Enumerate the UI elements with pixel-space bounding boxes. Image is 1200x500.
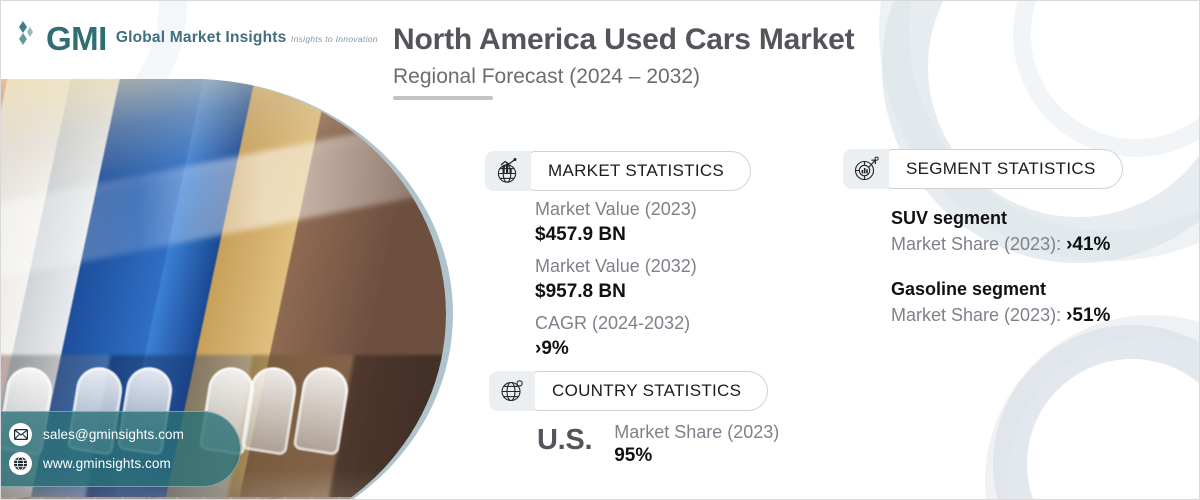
segment-statistics-values: SUV segment Market Share (2023): ›41% Ga… [891, 205, 1110, 346]
country-statistics-chip: COUNTRY STATISTICS [487, 371, 769, 411]
subtitle-underline [393, 96, 493, 100]
market-value-2023-label: Market Value (2023) [535, 199, 697, 219]
gasoline-segment-share: Market Share (2023): ›51% [891, 303, 1110, 329]
pie-chart-arrow-icon [843, 149, 889, 189]
market-value-2032-label: Market Value (2032) [535, 256, 697, 277]
envelope-icon [9, 423, 32, 446]
market-statistics-chip: MARKET STATISTICS [483, 151, 752, 191]
gmi-tagline: Insights to Innovation [290, 34, 378, 45]
photo-windshield-sheen [1, 110, 446, 294]
country-name: U.S. [537, 424, 593, 456]
country-statistics-values: U.S. Market Share (2023) 95% [537, 419, 779, 467]
page-subtitle: Regional Forecast (2024 – 2032) [393, 65, 701, 88]
segment-statistics-chip: SEGMENT STATISTICS [841, 149, 1123, 189]
gasoline-share-label: Market Share (2023): [891, 304, 1067, 325]
suv-segment-name: SUV segment [891, 208, 1008, 228]
suv-segment-share: Market Share (2023): ›41% [891, 232, 1110, 258]
globe-pin-icon [489, 371, 535, 411]
suv-share-label: Market Share (2023): [891, 234, 1067, 254]
globe-icon [9, 452, 32, 475]
country-share-label: Market Share (2023) [614, 422, 780, 442]
cagr-label: CAGR (2024-2032) [535, 313, 691, 334]
globe-chart-icon [485, 151, 531, 191]
country-statistics-label: COUNTRY STATISTICS [533, 371, 769, 411]
segment-statistics-label: SEGMENT STATISTICS [887, 149, 1123, 189]
gmi-full-name-block: Global Market Insights Insights to Innov… [115, 29, 378, 47]
gmi-company-name: Global Market Insights [115, 29, 287, 47]
market-statistics-label: MARKET STATISTICS [529, 151, 752, 191]
country-share-block: Market Share (2023) 95% [614, 419, 779, 467]
gasoline-share-value: ›51% [1066, 304, 1111, 326]
gasoline-segment-name: Gasoline segment [891, 278, 1047, 299]
contact-badge: sales@gminsights.com www.gminsights.com [1, 411, 241, 487]
market-value-2032-value: $957.8 BN [535, 280, 626, 302]
market-statistics-values: Market Value (2023) $457.9 BN Market Val… [535, 197, 697, 369]
country-share-value: 95% [614, 445, 653, 467]
page-title: North America Used Cars Market [393, 23, 855, 56]
gmi-logo[interactable]: GMI Global Market Insights Insights to I… [15, 19, 378, 58]
contact-email-row[interactable]: sales@gminsights.com [9, 420, 227, 449]
contact-website-row[interactable]: www.gminsights.com [9, 449, 227, 478]
suv-share-value: ›41% [1066, 234, 1111, 255]
decorative-arc-top-right-3 [1013, 1, 1199, 157]
contact-email-text: sales@gminsights.com [43, 427, 185, 442]
gmi-wordmark: GMI [46, 20, 107, 57]
photo-pavement [1, 497, 446, 499]
cagr-value: ›9% [535, 338, 569, 360]
gmi-diamond-icon [15, 19, 37, 58]
decorative-arc-bottom-right-1 [993, 325, 1199, 499]
market-value-2023-value: $457.9 BN [535, 223, 626, 245]
contact-website-text: www.gminsights.com [43, 456, 171, 471]
